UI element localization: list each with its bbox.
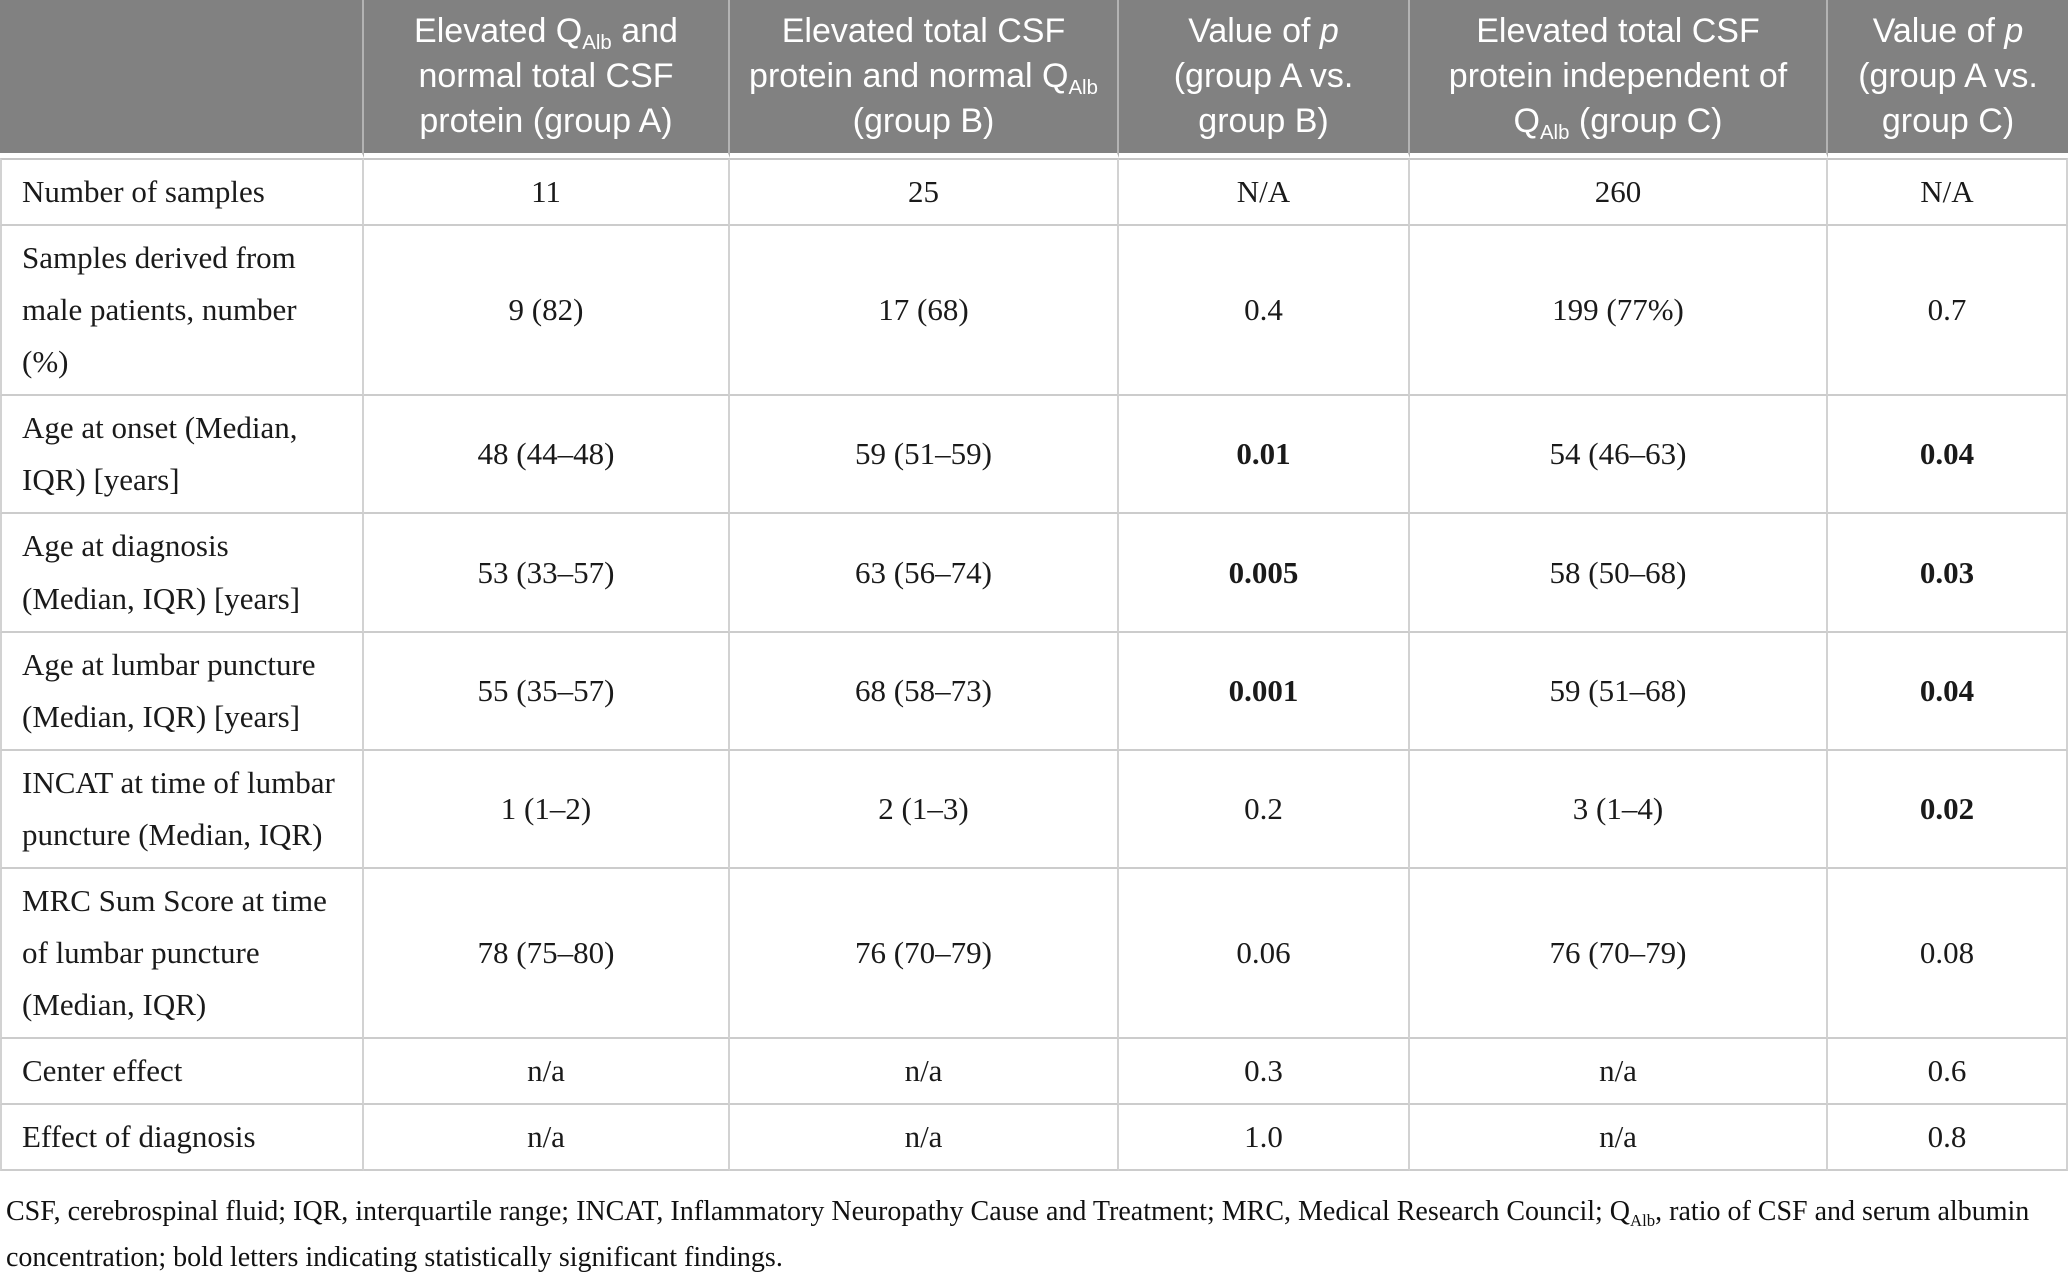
- table-row: Age at onset (Median, IQR) [years] 48 (44…: [0, 396, 2068, 515]
- data-cell: 0.005: [1119, 514, 1410, 633]
- row-label: Age at lumbar puncture (Median, IQR) [ye…: [0, 632, 364, 751]
- data-cell: 0.06: [1119, 868, 1410, 1040]
- data-cell: n/a: [730, 1039, 1119, 1106]
- table-footnote: CSF, cerebrospinal fluid; IQR, interquar…: [0, 1189, 2068, 1280]
- data-cell: 0.03: [1828, 514, 2068, 633]
- data-cell: 0.3: [1119, 1039, 1410, 1106]
- text-segment: Elevated Q: [414, 12, 583, 51]
- data-cell: 53 (33–57): [364, 514, 730, 633]
- data-cell: 17 (68): [730, 226, 1119, 397]
- table-header: Elevated QAlb and normal total CSF prote…: [0, 0, 2068, 158]
- column-header-group-b: Elevated total CSF protein and normal QA…: [730, 0, 1119, 158]
- data-cell: 78 (75–80): [364, 868, 730, 1040]
- subscript-text: Alb: [1630, 1211, 1656, 1231]
- table-row: Center effect n/a n/a 0.3 n/a 0.6: [0, 1039, 2068, 1106]
- text-segment: (group A vs. group B): [1173, 57, 1354, 140]
- italic-text: p: [2004, 12, 2024, 51]
- row-label: Number of samples: [0, 158, 364, 227]
- text-segment: (group C): [1569, 101, 1723, 140]
- data-cell: 68 (58–73): [730, 632, 1119, 751]
- data-cell: 76 (70–79): [1410, 868, 1828, 1040]
- column-header-p-a-vs-b: Value of p (group A vs. group B): [1119, 0, 1410, 158]
- table-row: Samples derived from male patients, numb…: [0, 226, 2068, 397]
- italic-text: p: [1319, 12, 1339, 51]
- data-cell: n/a: [730, 1105, 1119, 1172]
- data-cell: 1.0: [1119, 1105, 1410, 1172]
- data-cell: 76 (70–79): [730, 868, 1119, 1040]
- data-cell: 0.001: [1119, 632, 1410, 751]
- data-cell: 0.08: [1828, 868, 2068, 1040]
- data-cell: 0.2: [1119, 750, 1410, 869]
- data-cell: 59 (51–68): [1410, 632, 1828, 751]
- text-segment: Elevated total CSF protein and normal Q: [749, 12, 1069, 96]
- row-label: Effect of diagnosis: [0, 1105, 364, 1172]
- data-cell: 55 (35–57): [364, 632, 730, 751]
- data-cell: N/A: [1828, 158, 2068, 227]
- text-segment: Elevated total CSF protein independent o…: [1448, 12, 1788, 140]
- table-row: Age at lumbar puncture (Median, IQR) [ye…: [0, 632, 2068, 751]
- text-segment: (group B): [852, 101, 995, 140]
- text-segment: Value of: [1872, 12, 2005, 51]
- column-header-p-a-vs-c: Value of p (group A vs. group C): [1828, 0, 2068, 158]
- data-cell: 54 (46–63): [1410, 396, 1828, 515]
- data-cell: n/a: [364, 1039, 730, 1106]
- row-label: MRC Sum Score at time of lumbar puncture…: [0, 868, 364, 1040]
- data-cell: 0.04: [1828, 632, 2068, 751]
- data-cell: 11: [364, 158, 730, 227]
- data-cell: 0.04: [1828, 396, 2068, 515]
- data-cell: 9 (82): [364, 226, 730, 397]
- data-cell: 199 (77%): [1410, 226, 1828, 397]
- data-cell: 0.6: [1828, 1039, 2068, 1106]
- row-label: Age at diagnosis (Median, IQR) [years]: [0, 514, 364, 633]
- data-cell: 1 (1–2): [364, 750, 730, 869]
- text-segment: Value of: [1188, 12, 1320, 51]
- text-segment: and normal total CSF protein (group A): [418, 12, 678, 140]
- data-cell: n/a: [364, 1105, 730, 1172]
- subscript-text: Alb: [582, 32, 612, 55]
- data-cell: N/A: [1119, 158, 1410, 227]
- data-cell: 260: [1410, 158, 1828, 227]
- patient-characteristics-table: Elevated QAlb and normal total CSF prote…: [0, 0, 2068, 1172]
- row-label: Center effect: [0, 1039, 364, 1106]
- table-row: Age at diagnosis (Median, IQR) [years] 53…: [0, 514, 2068, 633]
- data-cell: 0.01: [1119, 396, 1410, 515]
- subscript-text: Alb: [1539, 122, 1570, 145]
- data-cell: 58 (50–68): [1410, 514, 1828, 633]
- column-header-group-c: Elevated total CSF protein independent o…: [1410, 0, 1828, 158]
- row-label: Samples derived from male patients, numb…: [0, 226, 364, 397]
- table-row: MRC Sum Score at time of lumbar puncture…: [0, 868, 2068, 1040]
- data-cell: 25: [730, 158, 1119, 227]
- table-row: Number of samples 11 25 N/A 260 N/A: [0, 158, 2068, 227]
- data-cell: n/a: [1410, 1039, 1828, 1106]
- data-cell: 63 (56–74): [730, 514, 1119, 633]
- table-row: INCAT at time of lumbar puncture (Median…: [0, 750, 2068, 869]
- subscript-text: Alb: [1068, 77, 1098, 100]
- data-cell: 0.7: [1828, 226, 2068, 397]
- row-label: INCAT at time of lumbar puncture (Median…: [0, 750, 364, 869]
- table-body: Number of samples 11 25 N/A 260 N/A Samples de…: [0, 158, 2068, 1172]
- row-label: Age at onset (Median, IQR) [years]: [0, 396, 364, 515]
- data-cell: 0.4: [1119, 226, 1410, 397]
- column-header-group-a: Elevated QAlb and normal total CSF prote…: [364, 0, 730, 158]
- data-cell: 0.02: [1828, 750, 2068, 869]
- data-cell: 59 (51–59): [730, 396, 1119, 515]
- text-segment: (group A vs. group C): [1858, 57, 2038, 140]
- text-segment: CSF, cerebrospinal fluid; IQR, interquar…: [6, 1196, 1630, 1228]
- column-header-row-label-column: [0, 0, 364, 158]
- table-row: Effect of diagnosis n/a n/a 1.0 n/a 0.8: [0, 1105, 2068, 1172]
- data-cell: 48 (44–48): [364, 396, 730, 515]
- data-cell: n/a: [1410, 1105, 1828, 1172]
- header-row: Elevated QAlb and normal total CSF prote…: [0, 0, 2068, 158]
- data-cell: 0.8: [1828, 1105, 2068, 1172]
- data-cell: 3 (1–4): [1410, 750, 1828, 869]
- data-cell: 2 (1–3): [730, 750, 1119, 869]
